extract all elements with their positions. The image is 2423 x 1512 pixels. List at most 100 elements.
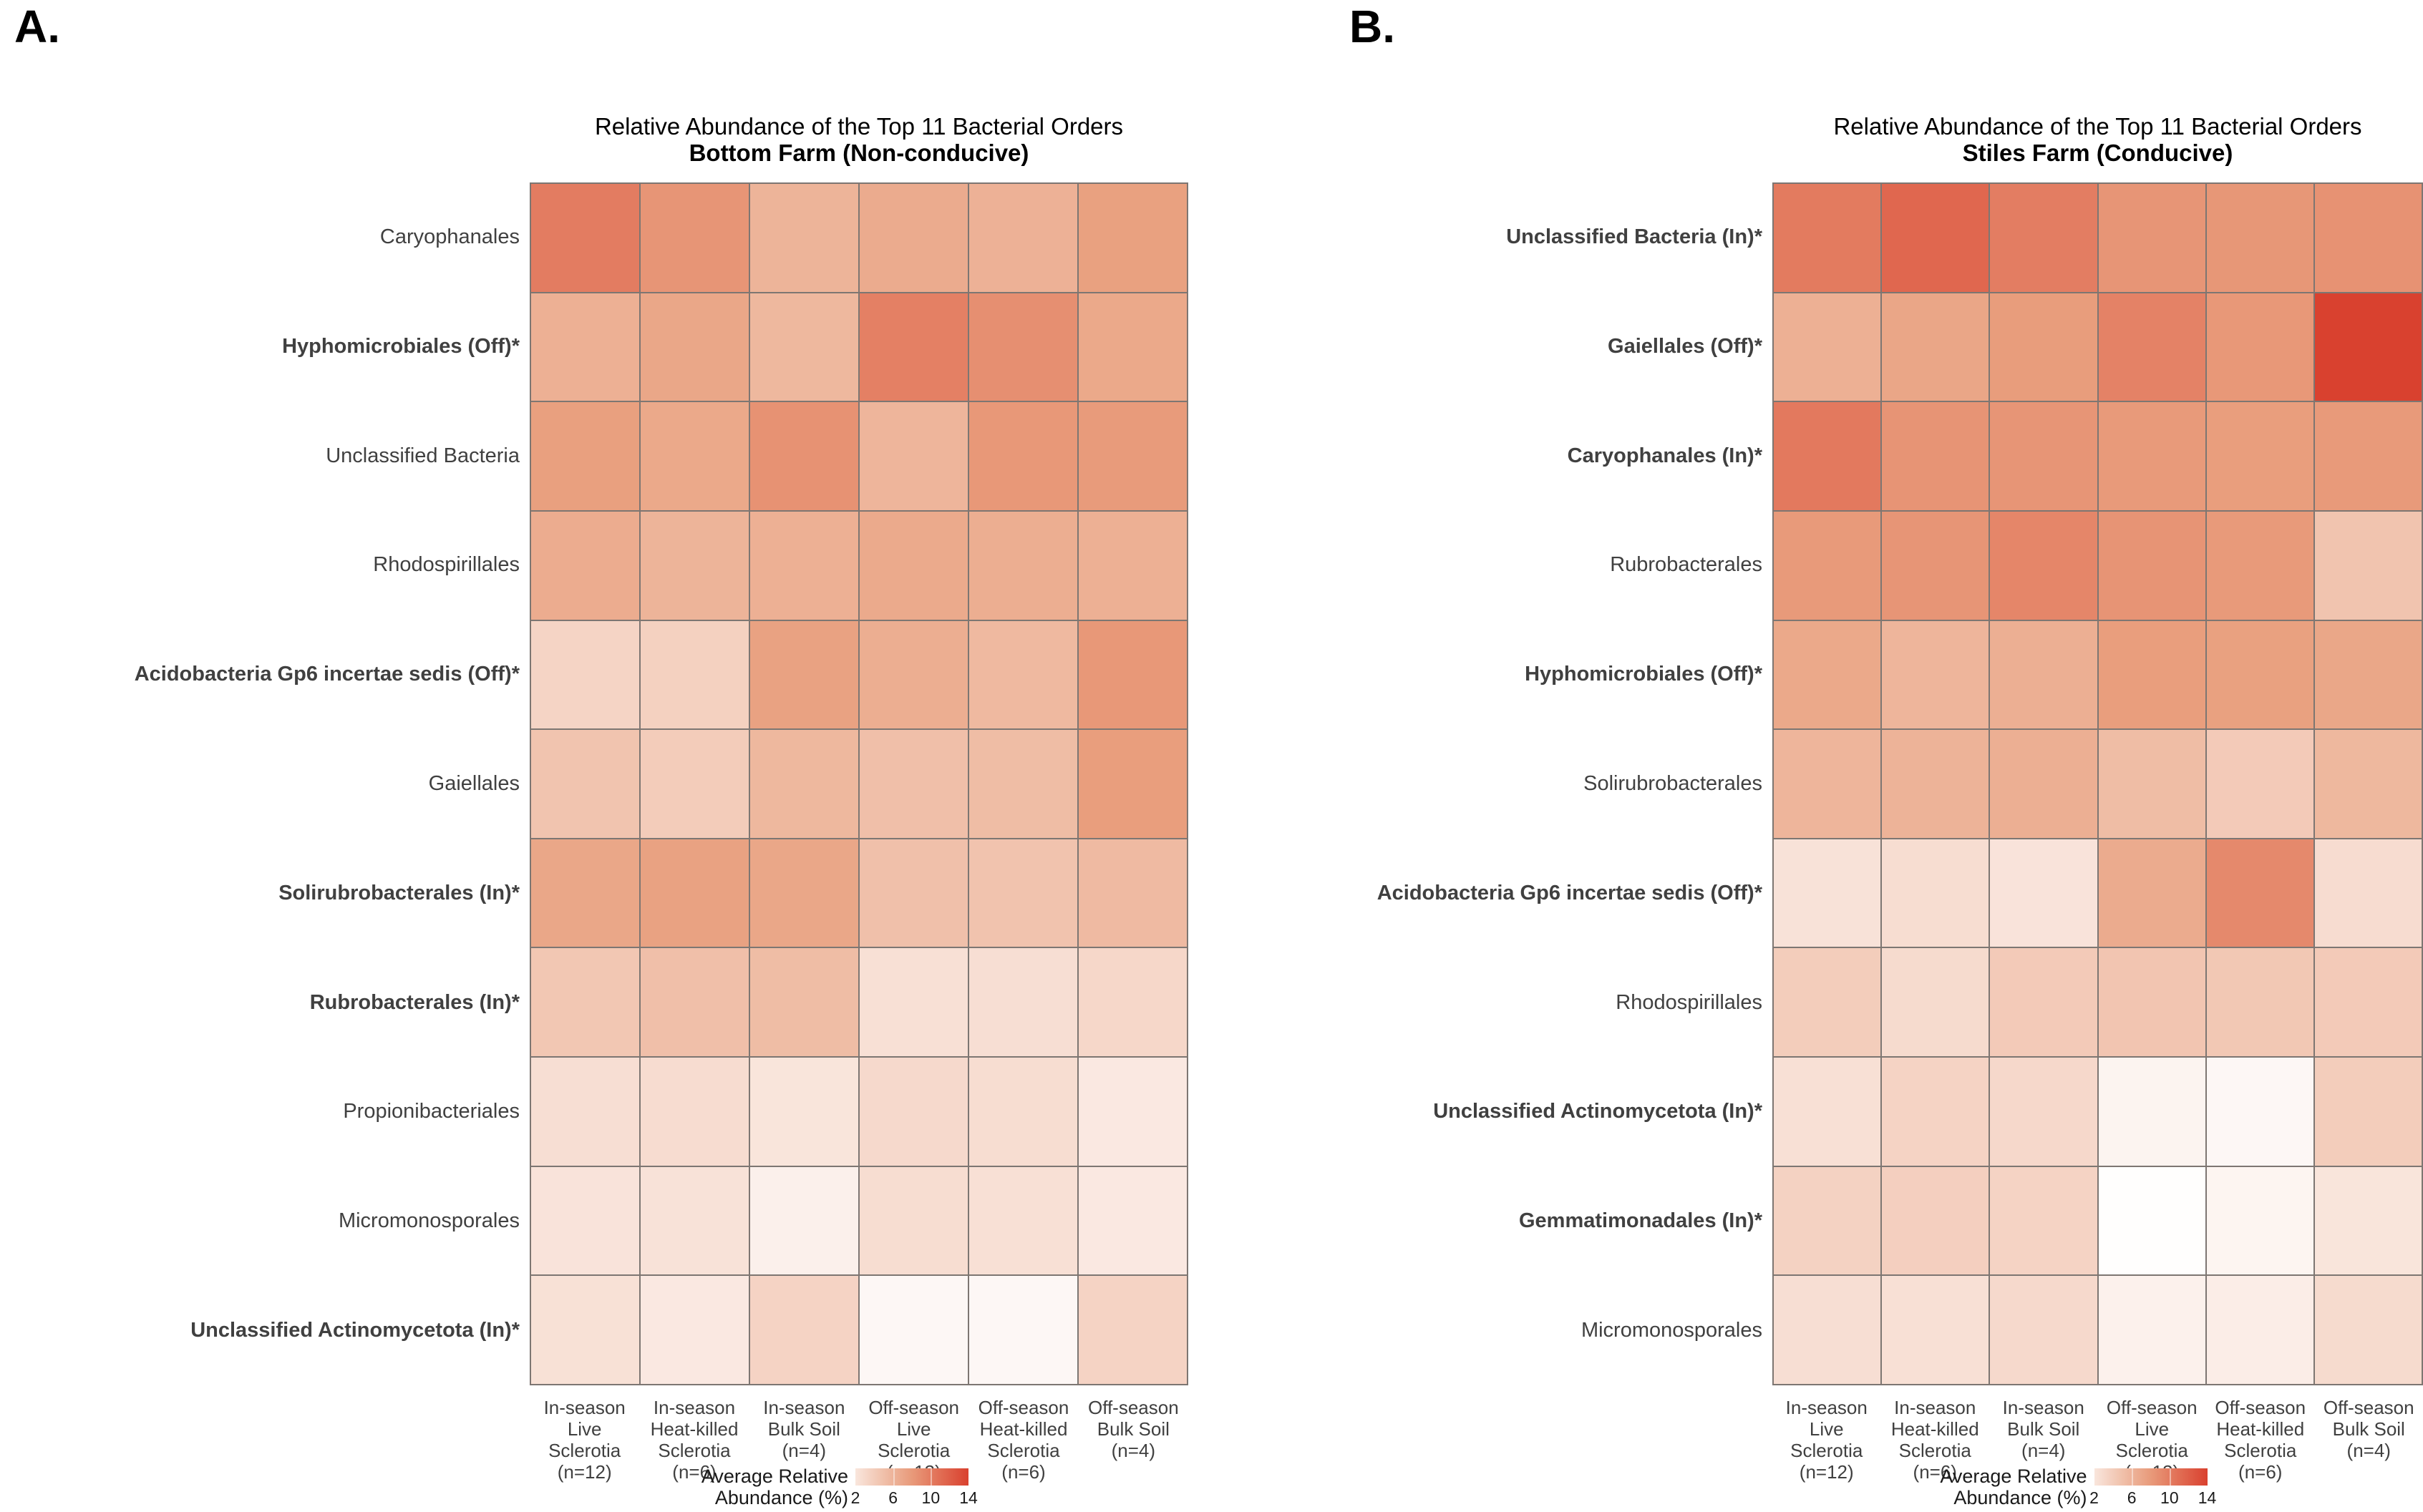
heatmap-cell — [1079, 1276, 1187, 1384]
heatmap-cell — [641, 511, 749, 620]
heatmap-cell — [2206, 620, 2313, 729]
column-label: In-season Heat-killed Sclerotia (n=6) — [1890, 1397, 1979, 1483]
column-label: In-season Heat-killed Sclerotia (n=6) — [650, 1397, 739, 1483]
heatmap-cell — [531, 293, 639, 401]
heatmap-cell — [860, 511, 968, 620]
heatmap-cell — [1079, 402, 1187, 510]
heatmap-cell — [1882, 184, 1989, 292]
heatmap-cell — [1990, 1276, 2097, 1384]
heatmap-cell — [750, 948, 858, 1057]
heatmap-cell — [1079, 293, 1187, 401]
heatmap-cell — [2314, 620, 2422, 729]
row-label: Gemmatimonadales (In)* — [1518, 1209, 1762, 1233]
heatmap-cell — [1079, 839, 1187, 947]
legend-tick-label: 14 — [959, 1488, 978, 1507]
heatmap-cell — [2206, 1276, 2313, 1384]
heatmap-cell — [531, 839, 639, 947]
heatmap-cell — [750, 730, 858, 838]
heatmap-cell — [1774, 730, 1881, 838]
heatmap-cell — [1882, 293, 1989, 401]
heatmap-cell — [1774, 184, 1881, 292]
heatmap-grid-a — [530, 182, 1188, 1385]
heatmap-cell — [1774, 839, 1881, 947]
heatmap-cell — [1774, 620, 1881, 729]
heatmap-cell — [2098, 293, 2205, 401]
chart-title-line-b: Relative Abundance of the Top 11 Bacteri… — [1833, 113, 2362, 140]
heatmap-cell — [1990, 184, 2097, 292]
chart-subtitle-a: Bottom Farm (Non-conducive) — [689, 140, 1029, 166]
row-label: Unclassified Actinomycetota (In)* — [190, 1319, 520, 1342]
heatmap-cell — [1774, 1058, 1881, 1166]
legend-title-b: Average Relative Abundance (%) — [1940, 1465, 2087, 1508]
heatmap-cell — [1079, 511, 1187, 620]
heatmap-cell — [641, 948, 749, 1057]
heatmap-cell — [2206, 730, 2313, 838]
heatmap-cell — [641, 184, 749, 292]
heatmap-cell — [1990, 1058, 2097, 1166]
heatmap-cell — [1882, 1276, 1989, 1384]
heatmap-cell — [969, 293, 1077, 401]
row-label: Micromonosporales — [338, 1209, 520, 1233]
heatmap-cell — [750, 511, 858, 620]
heatmap-cell — [860, 1276, 968, 1384]
chart-subtitle-b: Stiles Farm (Conducive) — [1962, 140, 2233, 166]
heatmap-cell — [969, 1166, 1077, 1275]
chart-title-a: Relative Abundance of the Top 11 Bacteri… — [530, 113, 1188, 166]
legend-tick-label: 10 — [2160, 1488, 2179, 1507]
heatmap-cell — [531, 1166, 639, 1275]
heatmap-cell — [641, 730, 749, 838]
heatmap-cell — [2098, 730, 2205, 838]
heatmap-cell — [1990, 511, 2097, 620]
legend-tick-label: 2 — [850, 1488, 860, 1507]
heatmap-cell — [1990, 402, 2097, 510]
column-label: In-season Bulk Soil (n=4) — [763, 1397, 845, 1461]
row-label: Solirubrobacterales — [1583, 771, 1762, 795]
row-label: Unclassified Actinomycetota (In)* — [1433, 1100, 1762, 1123]
heatmap-cell — [531, 620, 639, 729]
heatmap-cell — [641, 839, 749, 947]
heatmap-cell — [750, 620, 858, 729]
legend-tick-label: 6 — [888, 1488, 898, 1507]
column-label: Off-season Heat-killed Sclerotia (n=6) — [2215, 1397, 2306, 1483]
heatmap-cell — [969, 948, 1077, 1057]
column-label: In-season Bulk Soil (n=4) — [2002, 1397, 2084, 1461]
row-label: Rhodospirillales — [373, 553, 520, 577]
heatmap-cell — [2098, 1276, 2205, 1384]
heatmap-cell — [969, 839, 1077, 947]
legend-tick-mark — [2132, 1468, 2134, 1486]
legend-tick-label: 6 — [2127, 1488, 2137, 1507]
heatmap-cell — [2098, 1166, 2205, 1275]
heatmap-cell — [2206, 402, 2313, 510]
legend-tick-mark — [931, 1468, 933, 1486]
heatmap-cell — [860, 184, 968, 292]
heatmap-cell — [1882, 402, 1989, 510]
heatmap-cell — [531, 184, 639, 292]
row-label: Solirubrobacterales (In)* — [278, 881, 520, 904]
heatmap-cell — [750, 1058, 858, 1166]
heatmap-cell — [1882, 948, 1989, 1057]
heatmap-cell — [2314, 1166, 2422, 1275]
heatmap-cell — [969, 730, 1077, 838]
heatmap-cell — [2206, 839, 2313, 947]
row-label: Caryophanales (In)* — [1567, 444, 1762, 467]
heatmap-cell — [2098, 839, 2205, 947]
heatmap-cell — [1882, 1166, 1989, 1275]
heatmap-cell — [2314, 1058, 2422, 1166]
heatmap-cell — [969, 402, 1077, 510]
heatmap-cell — [2314, 948, 2422, 1057]
heatmap-cell — [1079, 1166, 1187, 1275]
heatmap-cell — [750, 1276, 858, 1384]
legend-title-a: Average Relative Abundance (%) — [701, 1465, 848, 1508]
row-label: Acidobacteria Gp6 incertae sedis (Off)* — [134, 663, 520, 686]
heatmap-cell — [969, 620, 1077, 729]
heatmap-cell — [2206, 293, 2313, 401]
row-label: Gaiellales (Off)* — [1608, 334, 1762, 358]
heatmap-cell — [1079, 730, 1187, 838]
heatmap-cell — [1990, 293, 2097, 401]
heatmap-cell — [641, 1166, 749, 1275]
row-label: Gaiellales — [428, 771, 520, 795]
heatmap-cell — [2098, 511, 2205, 620]
heatmap-cell — [2314, 839, 2422, 947]
heatmap-cell — [2098, 1058, 2205, 1166]
